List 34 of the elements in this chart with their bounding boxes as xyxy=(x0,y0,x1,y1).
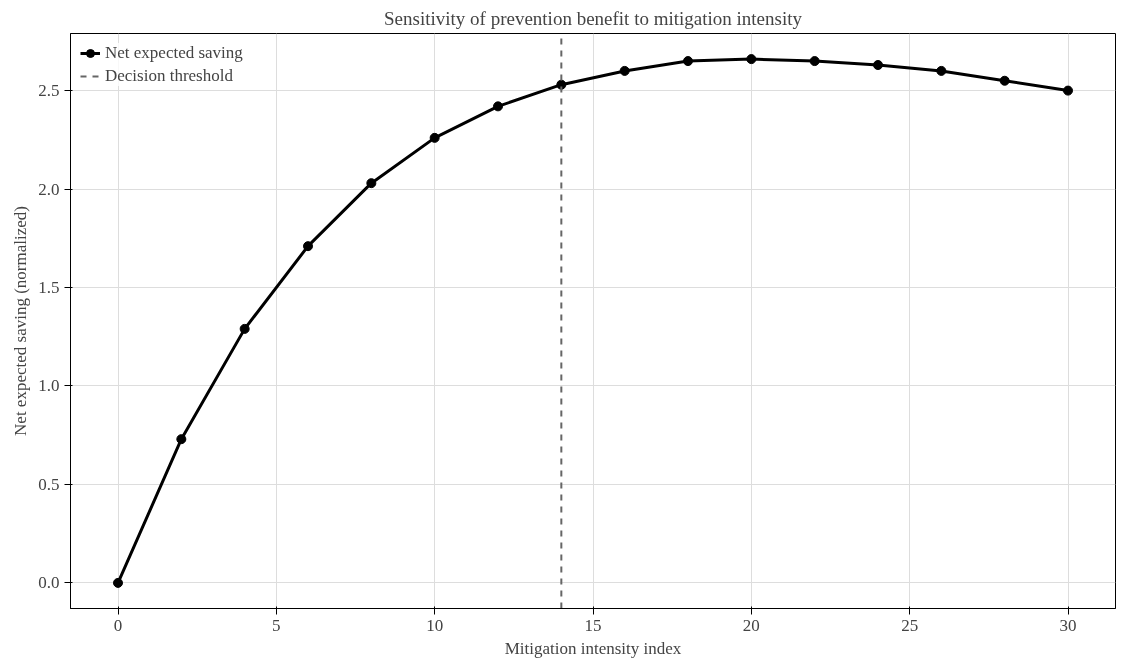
point xyxy=(619,65,630,76)
point xyxy=(239,323,250,334)
point xyxy=(429,132,440,143)
point xyxy=(493,101,503,112)
point xyxy=(873,60,883,70)
point xyxy=(1063,85,1073,96)
x-tick-label: 25 xyxy=(901,615,919,635)
x-tick-label: 5 xyxy=(272,615,281,635)
point xyxy=(303,241,313,252)
x-tick-label: 20 xyxy=(742,615,760,635)
point xyxy=(999,75,1010,86)
y-tick-label: 0.0 xyxy=(38,573,60,593)
point xyxy=(936,65,947,76)
point xyxy=(556,79,567,90)
y-axis-title: Net expected saving (normalized) xyxy=(11,206,31,436)
ref-line-label: Decision threshold xyxy=(105,66,233,86)
y-tick-label: 1.5 xyxy=(38,278,60,298)
x-tick-label: 0 xyxy=(113,615,123,635)
point xyxy=(746,54,757,65)
point xyxy=(809,56,820,67)
point xyxy=(113,577,123,588)
point xyxy=(176,434,187,445)
point xyxy=(683,56,693,67)
y-tick-label: 2.5 xyxy=(38,81,60,101)
chart-title: Sensitivity of prevention benefit to mitigation intensity xyxy=(384,7,803,29)
x-tick-label: 10 xyxy=(426,615,444,635)
x-tick-label: 30 xyxy=(1059,615,1077,635)
point xyxy=(366,178,377,189)
legend-label: Net expected saving xyxy=(105,43,243,63)
x-axis-title: Mitigation intensity index xyxy=(504,638,682,658)
y-tick-label: 2.0 xyxy=(38,179,60,199)
y-tick-label: 0.5 xyxy=(38,474,60,494)
y-tick-label: 1.0 xyxy=(38,376,60,396)
x-tick-label: 15 xyxy=(584,615,602,635)
